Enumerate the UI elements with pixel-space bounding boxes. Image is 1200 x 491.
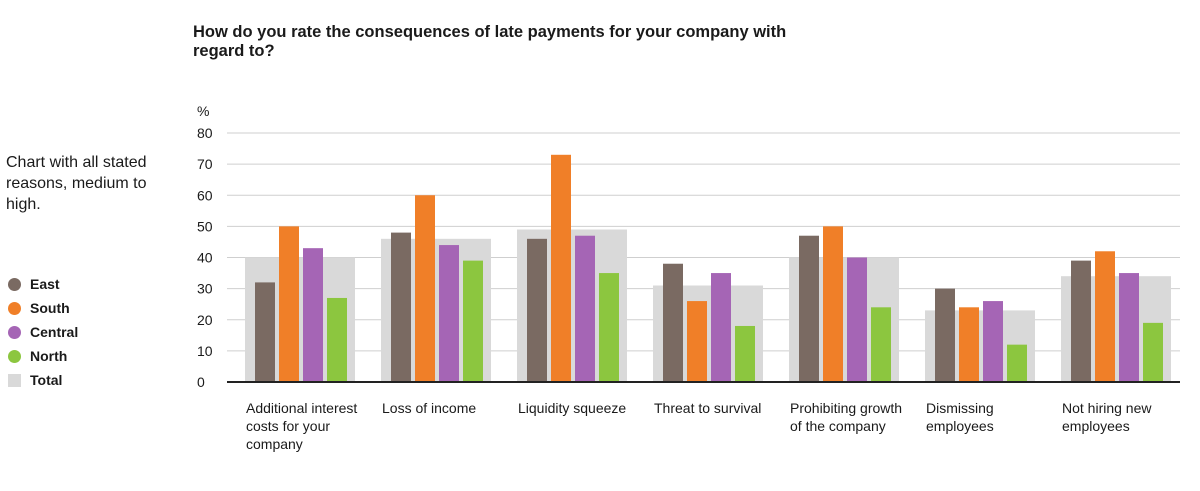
bar-east (799, 235, 819, 382)
legend-label-north: North (30, 348, 68, 364)
bar-east (255, 282, 275, 382)
bar-central (439, 245, 459, 382)
bar-north (1143, 322, 1163, 382)
legend-swatch-south (8, 301, 21, 315)
y-tick-label: 20 (197, 312, 213, 328)
legend-swatch-total (8, 373, 21, 387)
y-tick-label: 50 (197, 218, 213, 234)
bar-north (735, 325, 755, 382)
category-label: Liquidity squeeze (518, 400, 627, 416)
y-tick-label: 30 (197, 281, 213, 297)
category-label-text: Liquidity squeeze (518, 400, 627, 416)
bar-east (1071, 260, 1091, 382)
bar-south (823, 226, 843, 382)
bar-east (935, 288, 955, 382)
bar-central (303, 248, 323, 382)
chart-note: Chart with all stated reasons, medium to… (6, 154, 147, 213)
bar-north (871, 307, 891, 382)
bar-north (463, 260, 483, 382)
y-tick-label: 70 (197, 156, 213, 172)
category-label-text: Loss of income (382, 400, 477, 416)
legend-swatch-central (8, 325, 21, 339)
category-label: Loss of income (382, 400, 477, 416)
y-tick-label: 80 (197, 125, 213, 141)
bar-east (663, 263, 683, 382)
legend: East South Central North Total (8, 272, 78, 392)
bar-south (959, 307, 979, 382)
bar-south (415, 195, 435, 382)
legend-label-south: South (30, 300, 70, 316)
chart-title: How do you rate the consequences of late… (193, 23, 787, 60)
category-label: Threat to survival (654, 400, 762, 416)
category-label-text: Not hiring new employees (1062, 400, 1152, 434)
y-axis-unit: % (197, 103, 209, 119)
bar-north (599, 273, 619, 382)
bar-south (551, 154, 571, 382)
bar-east (391, 232, 411, 382)
legend-item-north: North (8, 344, 78, 368)
category-label-text: Threat to survival (654, 400, 762, 416)
legend-swatch-east (8, 277, 21, 291)
y-tick-label: 10 (197, 343, 213, 359)
bar-central (983, 301, 1003, 382)
bar-central (1119, 273, 1139, 382)
y-tick-label: 40 (197, 250, 213, 266)
category-label: Not hiring new employees (1062, 400, 1152, 434)
legend-item-south: South (8, 296, 78, 320)
category-label-text: Dismissing employees (926, 400, 994, 434)
bar-south (1095, 251, 1115, 382)
category-label-text: Additional interest costs for your compa… (246, 400, 358, 452)
category-label: Prohibiting growth of the company (790, 400, 903, 434)
bar-north (327, 297, 347, 382)
category-label-text: Prohibiting growth of the company (790, 400, 903, 434)
bar-central (711, 273, 731, 382)
bar-north (1007, 344, 1027, 382)
bar-east (527, 238, 547, 382)
category-label: Dismissing employees (926, 400, 994, 434)
legend-label-east: East (30, 276, 60, 292)
bar-central (847, 257, 867, 382)
legend-item-central: Central (8, 320, 78, 344)
bar-south (687, 301, 707, 382)
bar-south (279, 226, 299, 382)
legend-label-central: Central (30, 324, 79, 340)
y-tick-label: 0 (197, 374, 205, 390)
legend-label-total: Total (30, 372, 63, 388)
legend-swatch-north (8, 349, 21, 363)
legend-item-total: Total (8, 368, 78, 392)
y-tick-label: 60 (197, 187, 213, 203)
bar-central (575, 235, 595, 382)
legend-item-east: East (8, 272, 78, 296)
category-label: Additional interest costs for your compa… (246, 400, 358, 452)
